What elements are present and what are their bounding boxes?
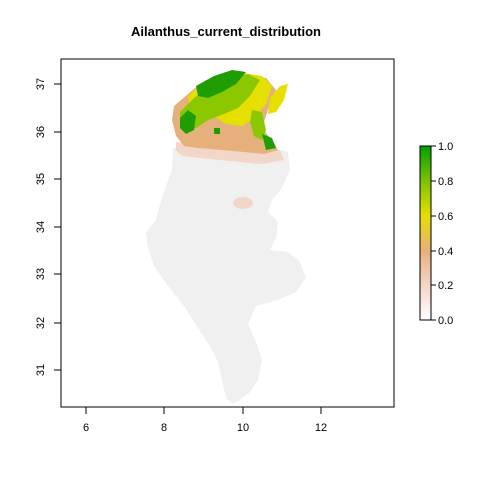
y-tick-label: 33: [35, 268, 47, 280]
legend-tick-label: 1.0: [438, 141, 453, 153]
legend-tick-label: 0.0: [438, 315, 453, 327]
legend-tick-label: 0.2: [438, 280, 453, 292]
dark-green-east-patch: [262, 134, 276, 150]
legend-tick-label: 0.4: [438, 246, 453, 258]
dark-green-speck: [214, 128, 220, 134]
legend-tick-label: 0.6: [438, 211, 453, 223]
x-tick-label: 10: [237, 422, 249, 434]
y-tick-label: 34: [35, 221, 47, 233]
light-green-suitability-area: [180, 74, 260, 130]
dark-green-suitability-area: [196, 70, 246, 98]
legend: 0.0 0.2 0.4 0.6 0.8 1.0: [419, 141, 453, 327]
plot-frame: [60, 58, 395, 408]
y-tick-label: 35: [35, 173, 47, 185]
country-low-suitability-area: [146, 148, 306, 404]
y-tick-label: 37: [35, 78, 47, 90]
yellow-speck: [230, 118, 236, 124]
x-tick-label: 8: [161, 422, 167, 434]
pale-suitability-patch: [233, 197, 253, 209]
map-raster: [146, 70, 306, 404]
legend-tick-label: 0.8: [438, 176, 453, 188]
legend-color-bar: [419, 145, 432, 321]
light-green-east-patch: [250, 110, 266, 140]
y-tick-label: 32: [35, 317, 47, 329]
x-tick-label: 6: [83, 422, 89, 434]
dark-green-west-patch: [180, 110, 196, 134]
x-tick-label: 12: [315, 422, 327, 434]
y-tick-label: 31: [35, 364, 47, 376]
yellow-peninsula-area: [268, 84, 288, 114]
x-axis: 6 8 10 12: [83, 407, 327, 434]
y-tick-label: 36: [35, 126, 47, 138]
map-title: Ailanthus_current_distribution: [131, 24, 321, 39]
y-axis: 31 32 33 34 35 36 37: [35, 78, 61, 376]
